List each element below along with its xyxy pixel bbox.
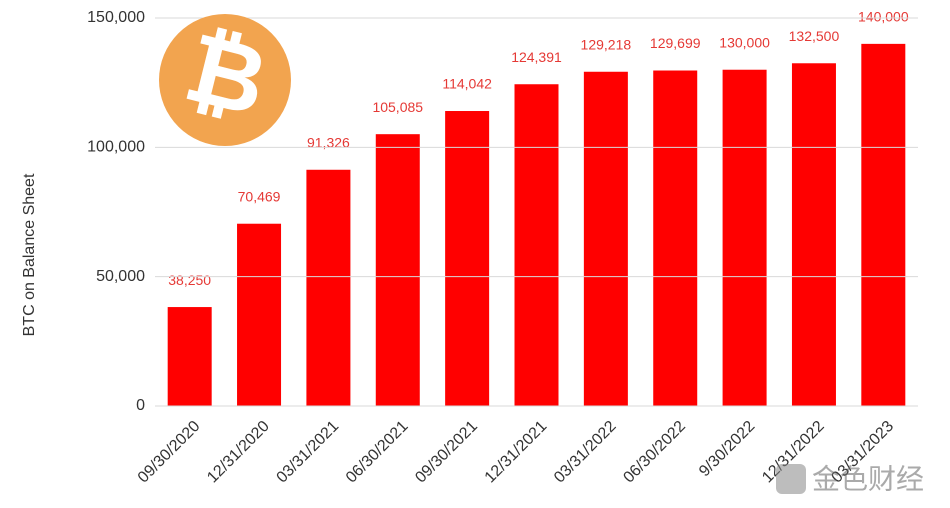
y-tick-label: 150,000	[87, 9, 145, 26]
x-tick-label: 9/30/2022	[696, 418, 758, 480]
value-label: 140,000	[858, 9, 909, 25]
value-label: 105,085	[372, 99, 423, 115]
x-tick-label: 09/30/2021	[412, 418, 481, 487]
x-tick-label: 03/31/2022	[551, 418, 620, 487]
watermark: 金色财经	[776, 463, 924, 494]
bitcoin-logo	[159, 14, 291, 146]
y-axis-label: BTC on Balance Sheet	[21, 173, 38, 336]
bar	[375, 134, 420, 407]
x-tick-label: 06/30/2021	[343, 418, 412, 487]
x-tick-label: 12/31/2020	[204, 418, 273, 487]
value-label: 129,218	[581, 36, 632, 52]
y-tick-label: 50,000	[96, 268, 145, 285]
value-label: 38,250	[168, 272, 211, 288]
value-label: 91,326	[307, 134, 350, 150]
bar	[583, 71, 628, 406]
value-label: 132,500	[789, 28, 840, 44]
bar	[445, 111, 490, 407]
bar	[306, 169, 351, 406]
value-label: 130,000	[719, 34, 770, 50]
y-tick-label: 0	[136, 397, 145, 414]
x-tick-label: 12/31/2021	[482, 418, 551, 487]
x-tick-label: 03/31/2021	[274, 418, 343, 487]
bar	[861, 43, 906, 406]
bar	[514, 84, 559, 406]
value-label: 129,699	[650, 35, 701, 51]
bar	[722, 69, 767, 406]
x-tick-label: 09/30/2020	[135, 418, 204, 487]
bar	[237, 223, 282, 406]
value-label: 70,469	[238, 188, 281, 204]
y-tick-label: 100,000	[87, 139, 145, 156]
value-label: 114,042	[442, 76, 492, 92]
watermark-icon	[776, 464, 806, 494]
bar	[653, 70, 698, 407]
bar	[791, 63, 836, 407]
x-tick-label: 06/30/2022	[620, 418, 689, 487]
bar	[167, 307, 212, 406]
watermark-text: 金色财经	[812, 463, 924, 494]
value-label: 124,391	[511, 49, 562, 65]
